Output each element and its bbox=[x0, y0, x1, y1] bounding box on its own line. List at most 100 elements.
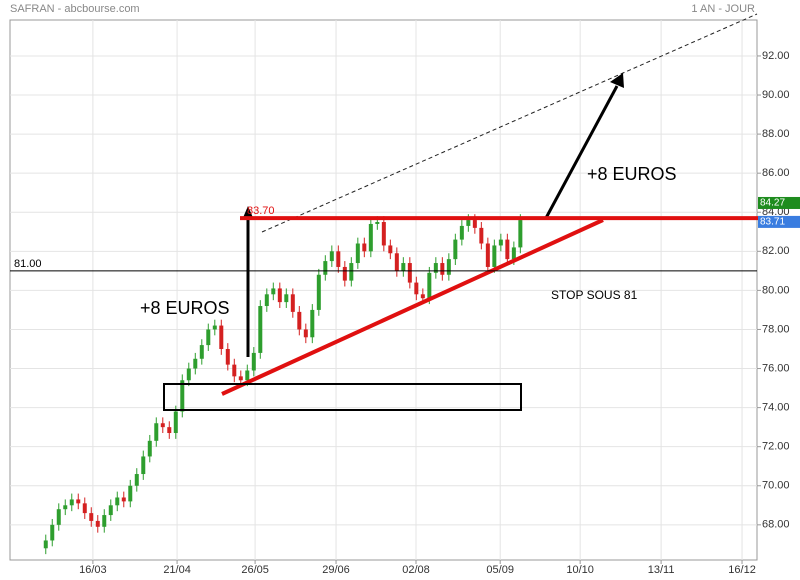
candle-body bbox=[414, 282, 419, 295]
candle-body bbox=[290, 294, 295, 312]
y-tick-label: 82.00 bbox=[762, 245, 790, 257]
candle-body bbox=[95, 520, 100, 527]
price-tag bbox=[758, 196, 800, 209]
candle-body bbox=[50, 524, 55, 541]
candle-body bbox=[297, 311, 302, 330]
y-tick-label: 70.00 bbox=[762, 480, 790, 492]
candle-body bbox=[219, 325, 224, 350]
candle-body bbox=[329, 251, 334, 262]
price-tag bbox=[758, 215, 800, 228]
support-box bbox=[163, 383, 522, 411]
grid bbox=[10, 20, 757, 560]
candle-body bbox=[43, 540, 48, 549]
candle-body bbox=[407, 263, 412, 283]
candle-body bbox=[258, 306, 263, 353]
candle-body bbox=[245, 370, 250, 381]
drawings: +8 EUROS +8 EUROS STOP SOUS 81 bbox=[140, 13, 758, 411]
candle-body bbox=[115, 497, 120, 506]
candle-body bbox=[147, 440, 152, 457]
candle-body bbox=[232, 364, 237, 377]
candle-body bbox=[498, 239, 503, 246]
candle-body bbox=[433, 263, 438, 273]
candle-body bbox=[472, 220, 477, 228]
candle-body bbox=[173, 411, 178, 434]
candle-body bbox=[89, 513, 94, 521]
price-tag-label: 83.71 bbox=[760, 217, 785, 228]
candle-body bbox=[459, 225, 464, 240]
candle-body bbox=[511, 247, 516, 260]
candle-body bbox=[368, 223, 373, 252]
y-tick-label: 72.00 bbox=[762, 441, 790, 453]
candle-body bbox=[492, 245, 497, 267]
candle-body bbox=[238, 376, 243, 381]
candle-body bbox=[167, 427, 172, 434]
candle-body bbox=[381, 222, 386, 246]
candle-body bbox=[427, 272, 432, 299]
y-tick-label: 76.00 bbox=[762, 362, 790, 374]
candle-body bbox=[518, 220, 523, 248]
candle-body bbox=[362, 243, 367, 252]
candle-body bbox=[160, 423, 165, 428]
candle-body bbox=[349, 263, 354, 281]
y-tick-label: 84.00 bbox=[762, 206, 790, 218]
candle-body bbox=[141, 456, 146, 475]
chart-subtitle: 1 AN - JOUR bbox=[691, 3, 755, 15]
price-tag-label: 84.27 bbox=[760, 198, 785, 209]
x-tick-label: 05/09 bbox=[486, 564, 514, 576]
candle-body bbox=[284, 294, 289, 303]
x-tick-label: 13/11 bbox=[648, 564, 675, 576]
candle-body bbox=[134, 474, 139, 486]
candle-body bbox=[69, 499, 74, 506]
candle-body bbox=[336, 251, 341, 267]
x-tick-label: 10/10 bbox=[566, 564, 594, 576]
candle-body bbox=[76, 499, 81, 504]
arrow bbox=[544, 85, 619, 219]
annotation: +8 EUROS bbox=[587, 164, 677, 184]
y-tick-label: 78.00 bbox=[762, 323, 790, 335]
candle-body bbox=[375, 222, 380, 224]
candle-body bbox=[63, 505, 68, 510]
candle-body bbox=[199, 345, 204, 359]
candle-body bbox=[479, 227, 484, 244]
candle-body bbox=[388, 245, 393, 254]
candle-body bbox=[225, 349, 230, 365]
candle-body bbox=[401, 263, 406, 271]
candle-body bbox=[102, 515, 107, 527]
x-tick-label: 02/08 bbox=[402, 564, 430, 576]
x-tick-label: 26/05 bbox=[241, 564, 269, 576]
annotation: STOP SOUS 81 bbox=[551, 288, 638, 302]
y-tick-label: 90.00 bbox=[762, 89, 790, 101]
level-label: 81.00 bbox=[14, 258, 42, 270]
candle-body bbox=[193, 358, 198, 369]
annotation: +8 EUROS bbox=[140, 298, 230, 318]
trend-line bbox=[221, 218, 604, 396]
candle-body bbox=[128, 485, 133, 502]
candle-body bbox=[180, 380, 185, 412]
arrow-head bbox=[610, 73, 624, 88]
x-tick-label: 16/12 bbox=[728, 564, 756, 576]
candle-body bbox=[277, 288, 282, 303]
candle-body bbox=[154, 423, 159, 441]
chart-title: SAFRAN - abcbourse.com bbox=[10, 3, 140, 15]
candle-body bbox=[446, 259, 451, 275]
candle-body bbox=[310, 309, 315, 338]
candle-body bbox=[342, 266, 347, 281]
candle-body bbox=[453, 239, 458, 260]
candle-body bbox=[355, 243, 360, 264]
candle-body bbox=[316, 274, 321, 310]
y-tick-label: 80.00 bbox=[762, 284, 790, 296]
candle-body bbox=[82, 503, 87, 514]
y-tick-label: 92.00 bbox=[762, 50, 790, 62]
y-tick-label: 88.00 bbox=[762, 128, 790, 140]
dashed-channel bbox=[261, 13, 758, 233]
candle-body bbox=[56, 509, 61, 525]
x-tick-label: 29/06 bbox=[322, 564, 350, 576]
y-tick-label: 86.00 bbox=[762, 167, 790, 179]
candle-body bbox=[271, 288, 276, 295]
candle-body bbox=[264, 294, 269, 307]
y-tick-label: 74.00 bbox=[762, 402, 790, 414]
x-tick-label: 21/04 bbox=[163, 564, 191, 576]
candle-body bbox=[121, 497, 126, 502]
candle-body bbox=[303, 329, 308, 338]
